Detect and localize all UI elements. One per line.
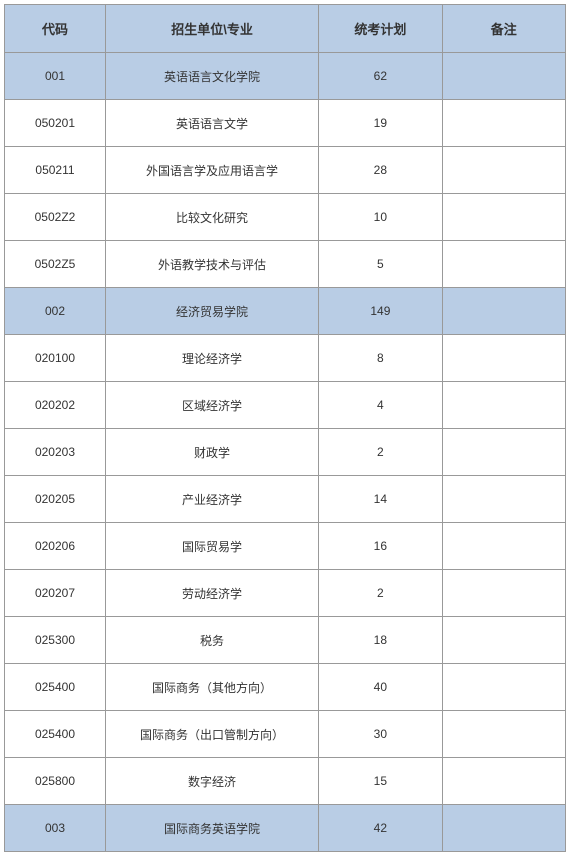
header-note: 备注 xyxy=(442,5,565,53)
cell-major: 国际商务（其他方向） xyxy=(105,664,318,711)
cell-major: 英语语言文学 xyxy=(105,100,318,147)
cell-plan: 62 xyxy=(319,53,442,100)
table-row: 020207劳动经济学2 xyxy=(5,570,566,617)
cell-note xyxy=(442,523,565,570)
cell-note xyxy=(442,147,565,194)
table-header-row: 代码 招生单位\专业 统考计划 备注 xyxy=(5,5,566,53)
table-container: 代码 招生单位\专业 统考计划 备注 001英语语言文化学院62050201英语… xyxy=(0,0,570,856)
cell-plan: 4 xyxy=(319,382,442,429)
table-row: 050201英语语言文学19 xyxy=(5,100,566,147)
table-row: 002经济贸易学院149 xyxy=(5,288,566,335)
cell-plan: 40 xyxy=(319,664,442,711)
table-row: 025800数字经济15 xyxy=(5,758,566,805)
cell-plan: 10 xyxy=(319,194,442,241)
table-row: 025400国际商务（其他方向）40 xyxy=(5,664,566,711)
cell-note xyxy=(442,53,565,100)
cell-code: 025800 xyxy=(5,758,106,805)
cell-major: 外语教学技术与评估 xyxy=(105,241,318,288)
cell-major: 区域经济学 xyxy=(105,382,318,429)
cell-plan: 5 xyxy=(319,241,442,288)
cell-code: 020100 xyxy=(5,335,106,382)
cell-major: 劳动经济学 xyxy=(105,570,318,617)
cell-plan: 149 xyxy=(319,288,442,335)
cell-note xyxy=(442,194,565,241)
cell-plan: 2 xyxy=(319,570,442,617)
table-body: 001英语语言文化学院62050201英语语言文学19050211外国语言学及应… xyxy=(5,53,566,852)
cell-plan: 19 xyxy=(319,100,442,147)
table-row: 001英语语言文化学院62 xyxy=(5,53,566,100)
cell-major: 财政学 xyxy=(105,429,318,476)
table-row: 025300税务18 xyxy=(5,617,566,664)
admissions-table: 代码 招生单位\专业 统考计划 备注 001英语语言文化学院62050201英语… xyxy=(4,4,566,852)
table-row: 003国际商务英语学院42 xyxy=(5,805,566,852)
table-row: 050211外国语言学及应用语言学28 xyxy=(5,147,566,194)
cell-note xyxy=(442,382,565,429)
cell-plan: 30 xyxy=(319,711,442,758)
cell-code: 050201 xyxy=(5,100,106,147)
cell-major: 税务 xyxy=(105,617,318,664)
table-row: 020205产业经济学14 xyxy=(5,476,566,523)
cell-major: 国际商务（出口管制方向） xyxy=(105,711,318,758)
cell-note xyxy=(442,288,565,335)
header-major: 招生单位\专业 xyxy=(105,5,318,53)
cell-code: 050211 xyxy=(5,147,106,194)
cell-code: 025400 xyxy=(5,664,106,711)
cell-major: 数字经济 xyxy=(105,758,318,805)
table-row: 025400国际商务（出口管制方向）30 xyxy=(5,711,566,758)
cell-note xyxy=(442,570,565,617)
cell-note xyxy=(442,335,565,382)
table-row: 020100理论经济学8 xyxy=(5,335,566,382)
cell-plan: 2 xyxy=(319,429,442,476)
cell-note xyxy=(442,100,565,147)
cell-code: 002 xyxy=(5,288,106,335)
cell-note xyxy=(442,711,565,758)
table-row: 020202区域经济学4 xyxy=(5,382,566,429)
cell-plan: 15 xyxy=(319,758,442,805)
cell-note xyxy=(442,664,565,711)
header-code: 代码 xyxy=(5,5,106,53)
cell-plan: 8 xyxy=(319,335,442,382)
cell-plan: 42 xyxy=(319,805,442,852)
cell-note xyxy=(442,805,565,852)
cell-code: 025300 xyxy=(5,617,106,664)
table-row: 020206国际贸易学16 xyxy=(5,523,566,570)
cell-major: 经济贸易学院 xyxy=(105,288,318,335)
table-row: 020203财政学2 xyxy=(5,429,566,476)
cell-note xyxy=(442,241,565,288)
cell-code: 001 xyxy=(5,53,106,100)
cell-major: 外国语言学及应用语言学 xyxy=(105,147,318,194)
cell-plan: 16 xyxy=(319,523,442,570)
cell-major: 理论经济学 xyxy=(105,335,318,382)
cell-code: 0502Z2 xyxy=(5,194,106,241)
cell-plan: 28 xyxy=(319,147,442,194)
cell-major: 英语语言文化学院 xyxy=(105,53,318,100)
cell-note xyxy=(442,476,565,523)
table-row: 0502Z5外语教学技术与评估5 xyxy=(5,241,566,288)
table-row: 0502Z2比较文化研究10 xyxy=(5,194,566,241)
cell-major: 产业经济学 xyxy=(105,476,318,523)
cell-code: 020205 xyxy=(5,476,106,523)
cell-code: 0502Z5 xyxy=(5,241,106,288)
cell-major: 国际贸易学 xyxy=(105,523,318,570)
cell-plan: 18 xyxy=(319,617,442,664)
header-plan: 统考计划 xyxy=(319,5,442,53)
cell-plan: 14 xyxy=(319,476,442,523)
cell-code: 025400 xyxy=(5,711,106,758)
cell-major: 国际商务英语学院 xyxy=(105,805,318,852)
cell-major: 比较文化研究 xyxy=(105,194,318,241)
cell-code: 020202 xyxy=(5,382,106,429)
cell-note xyxy=(442,617,565,664)
cell-code: 020203 xyxy=(5,429,106,476)
cell-note xyxy=(442,758,565,805)
cell-note xyxy=(442,429,565,476)
cell-code: 003 xyxy=(5,805,106,852)
cell-code: 020207 xyxy=(5,570,106,617)
cell-code: 020206 xyxy=(5,523,106,570)
